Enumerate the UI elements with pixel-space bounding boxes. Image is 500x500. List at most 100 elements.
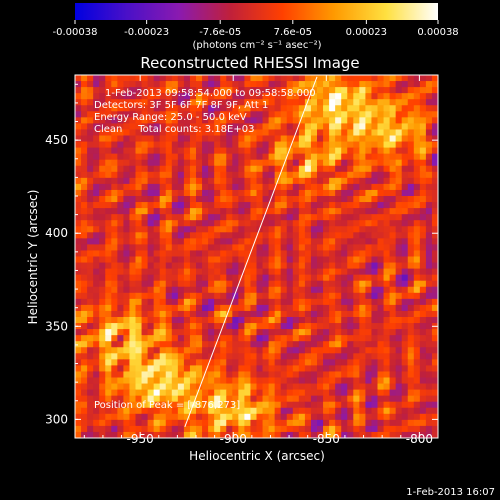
heatmap-cell <box>196 135 203 143</box>
heatmap-cell <box>226 196 233 203</box>
heatmap-cell <box>214 159 221 167</box>
heatmap-cell <box>81 407 88 415</box>
heatmap-cell <box>141 196 149 203</box>
heatmap-cell <box>244 208 252 215</box>
heatmap-cell <box>238 93 245 100</box>
heatmap-cell <box>431 171 438 179</box>
heatmap-cell <box>141 371 149 379</box>
heatmap-cell <box>111 165 118 173</box>
heatmap-cell <box>317 262 324 270</box>
heatmap-cell <box>177 226 185 233</box>
heatmap-cell <box>419 165 427 173</box>
heatmap-cell <box>153 425 161 433</box>
heatmap-cell <box>292 401 300 409</box>
heatmap-cell <box>286 220 294 227</box>
heatmap-cell <box>226 220 233 227</box>
heatmap-cell <box>75 171 82 179</box>
heatmap-cell <box>268 153 276 161</box>
heatmap-cell <box>153 329 161 336</box>
heatmap-cell <box>377 244 385 252</box>
heatmap-cell <box>286 189 294 197</box>
heatmap-cell <box>171 141 179 149</box>
heatmap-cell <box>353 111 360 118</box>
heatmap-cell <box>159 286 167 294</box>
heatmap-cell <box>165 304 173 312</box>
heatmap-cell <box>232 189 239 197</box>
heatmap-cell <box>214 244 221 252</box>
heatmap-cell <box>419 135 427 143</box>
heatmap-cell <box>232 159 239 167</box>
heatmap-cell <box>323 335 330 342</box>
heatmap-cell <box>129 232 137 239</box>
heatmap-cell <box>401 256 409 264</box>
heatmap-cell <box>93 99 100 106</box>
heatmap-cell <box>256 431 264 438</box>
heatmap-cell <box>135 425 143 433</box>
heatmap-cell <box>323 395 330 403</box>
heatmap-cell <box>93 220 100 227</box>
heatmap-cell <box>280 389 288 397</box>
heatmap-cell <box>256 286 264 294</box>
heatmap-cell <box>208 99 215 106</box>
heatmap-cell <box>310 389 318 397</box>
heatmap-cell <box>81 159 88 167</box>
heatmap-cell <box>262 220 270 227</box>
heatmap-cell <box>117 238 124 245</box>
heatmap-cell <box>208 377 215 385</box>
heatmap-cell <box>171 165 179 173</box>
heatmap-cell <box>371 389 379 397</box>
heatmap-cell <box>323 310 330 318</box>
heatmap-cell <box>335 250 342 258</box>
heatmap-cell <box>395 377 403 385</box>
heatmap-cell <box>117 365 124 373</box>
heatmap-cell <box>413 407 421 415</box>
heatmap-cell <box>292 196 300 203</box>
heatmap-cell <box>153 280 161 288</box>
heatmap-cell <box>196 159 203 167</box>
heatmap-cell <box>232 371 239 379</box>
heatmap-cell <box>401 431 409 438</box>
heatmap-cell <box>232 105 239 112</box>
heatmap-cell <box>250 268 258 276</box>
heatmap-cell <box>153 87 161 94</box>
heatmap-cell <box>310 280 318 288</box>
heatmap-cell <box>135 105 143 112</box>
heatmap-cell <box>153 111 161 118</box>
heatmap-cell <box>220 262 227 270</box>
heatmap-cell <box>202 153 209 161</box>
heatmap-cell <box>183 274 191 282</box>
heatmap-cell <box>286 317 294 324</box>
heatmap-cell <box>220 129 227 137</box>
heatmap-cell <box>75 317 82 324</box>
heatmap-cell <box>177 365 185 373</box>
heatmap-cell <box>389 117 397 124</box>
heatmap-cell <box>220 123 227 131</box>
heatmap-cell <box>413 141 421 149</box>
heatmap-cell <box>165 135 173 143</box>
heatmap-cell <box>123 347 131 354</box>
heatmap-cell <box>183 310 191 318</box>
heatmap-cell <box>262 268 270 276</box>
heatmap-cell <box>298 165 306 173</box>
heatmap-cell <box>123 232 131 239</box>
heatmap-cell <box>298 250 306 258</box>
heatmap-cell <box>105 323 112 330</box>
heatmap-cell <box>135 371 143 379</box>
heatmap-cell <box>365 93 373 100</box>
heatmap-cell <box>274 135 282 143</box>
heatmap-cell <box>256 268 264 276</box>
heatmap-cell <box>105 208 112 215</box>
heatmap-cell <box>226 123 233 131</box>
heatmap-cell <box>214 208 221 215</box>
heatmap-cell <box>141 292 149 300</box>
heatmap-cell <box>171 250 179 258</box>
heatmap-cell <box>117 189 124 197</box>
heatmap-cell <box>135 359 143 366</box>
heatmap-cell <box>177 292 185 300</box>
heatmap-cell <box>220 226 227 233</box>
heatmap-cell <box>250 377 258 385</box>
heatmap-cell <box>153 202 161 209</box>
heatmap-cell <box>238 189 245 197</box>
heatmap-cell <box>189 347 197 354</box>
heatmap-cell <box>196 389 203 397</box>
